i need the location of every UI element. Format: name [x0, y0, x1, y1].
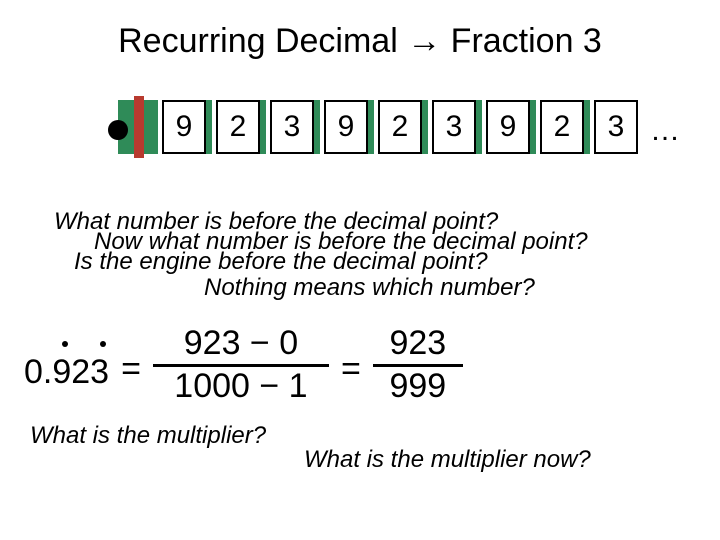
digit-gap — [368, 100, 374, 154]
ellipsis: … — [650, 114, 680, 154]
lhs-value: 0.923 — [24, 353, 109, 391]
title-left: Recurring Decimal — [118, 22, 398, 60]
question-line: Is the engine before the decimal point? — [74, 248, 488, 276]
recurring-dot-icon — [100, 341, 106, 347]
title-right: Fraction 3 — [451, 22, 602, 60]
question-line: What is the multiplier? — [30, 422, 266, 450]
digit-box: 9 — [162, 100, 206, 154]
lhs-wrap: 0.923 — [24, 339, 109, 392]
page-title: Recurring Decimal → Fraction 3 — [0, 22, 720, 61]
digit-box: 2 — [378, 100, 422, 154]
question-line: Nothing means which number? — [204, 274, 535, 302]
digit-gap — [206, 100, 212, 154]
arrow-icon: → — [407, 22, 441, 60]
digit-box: 3 — [432, 100, 476, 154]
fraction-denominator: 999 — [389, 369, 446, 405]
equals-2: = — [341, 342, 361, 389]
digit-gap — [476, 100, 482, 154]
digit-box: 2 — [540, 100, 584, 154]
digit-box: 9 — [486, 100, 530, 154]
digit-box: 3 — [594, 100, 638, 154]
engine-red-bar — [134, 96, 144, 158]
digit-box: 9 — [324, 100, 368, 154]
fraction-2: 923 999 — [373, 326, 463, 404]
equation: 0.923 = 923 − 0 1000 − 1 = 923 999 — [24, 326, 463, 404]
digit-gap — [422, 100, 428, 154]
digit-gap — [260, 100, 266, 154]
fraction-1: 923 − 0 1000 − 1 — [153, 326, 329, 404]
recurring-dot-icon — [62, 341, 68, 347]
digit-box: 2 — [216, 100, 260, 154]
decimal-dot-icon — [108, 120, 128, 140]
equals-1: = — [121, 342, 141, 389]
fraction-denominator: 1000 − 1 — [174, 369, 307, 405]
digit-gap — [584, 100, 590, 154]
digit-gap — [314, 100, 320, 154]
fraction-numerator: 923 — [389, 326, 446, 362]
question-line: What is the multiplier now? — [304, 446, 591, 474]
digit-box: 3 — [270, 100, 314, 154]
digit-strip: 9 2 3 9 2 3 9 2 3 … — [108, 100, 680, 154]
digit-gap — [530, 100, 536, 154]
decimal-point-engine — [108, 100, 158, 154]
fraction-numerator: 923 − 0 — [184, 326, 298, 362]
